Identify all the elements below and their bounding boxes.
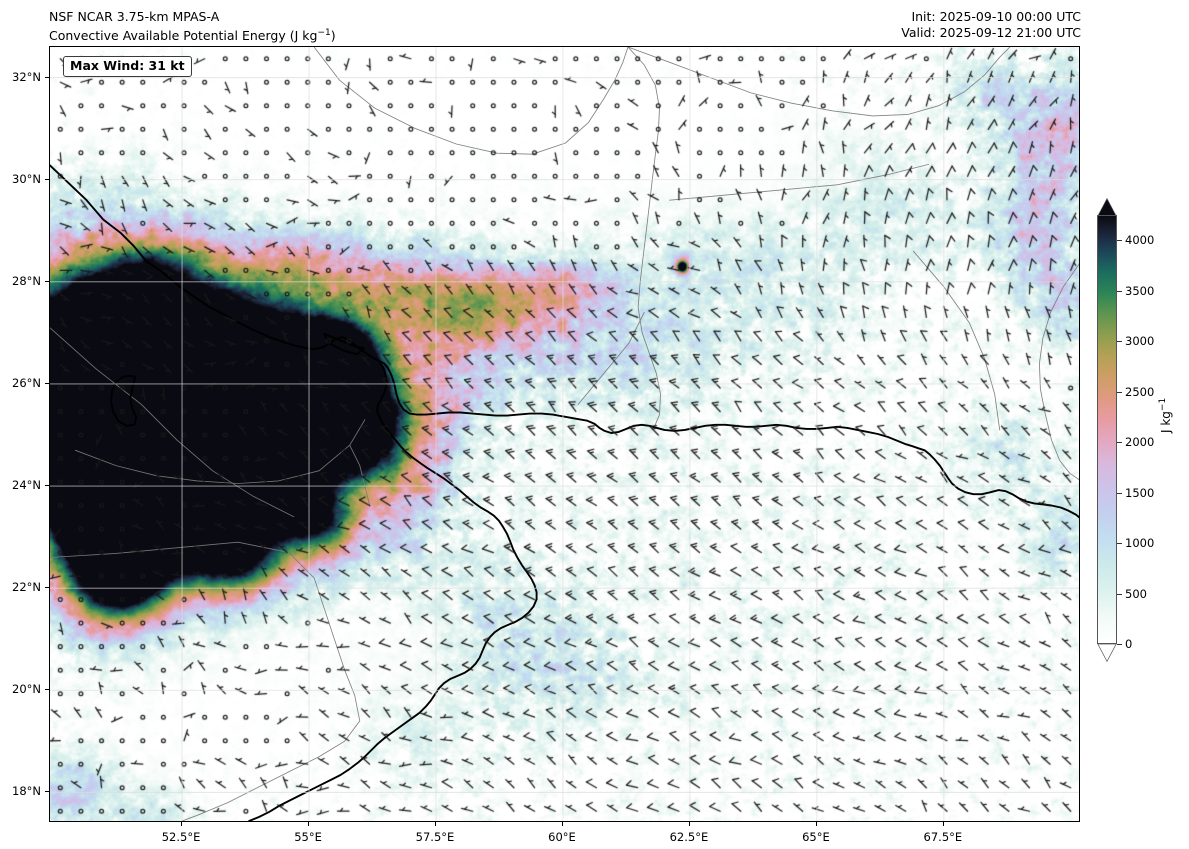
y-tick-label-6: 20°N bbox=[12, 682, 41, 697]
x-tick-mark-1 bbox=[308, 822, 310, 826]
colorbar-tick-6 bbox=[1117, 341, 1122, 343]
x-tick-mark-2 bbox=[434, 822, 436, 826]
x-tick-label-2: 57.5°E bbox=[415, 830, 455, 844]
x-tick-mark-6 bbox=[942, 822, 944, 826]
colorbar-tick-label-7: 3500 bbox=[1125, 283, 1155, 298]
colorbar-tick-7 bbox=[1117, 290, 1122, 292]
x-tick-label-6: 67.5°E bbox=[923, 830, 963, 844]
y-tick-label-3: 26°N bbox=[12, 375, 41, 390]
x-tick-mark-5 bbox=[815, 822, 817, 826]
colorbar-tick-5 bbox=[1117, 391, 1122, 393]
colorbar-extend-min-arrow bbox=[1097, 644, 1117, 662]
x-tick-label-0: 52.5°E bbox=[161, 830, 201, 844]
colorbar-tick-2 bbox=[1117, 543, 1122, 545]
colorbar-tick-label-5: 2500 bbox=[1125, 384, 1155, 399]
colorbar-tick-label-6: 3000 bbox=[1125, 334, 1155, 349]
map-plot-area bbox=[49, 46, 1080, 822]
colorbar-axis-label: J kg−1 bbox=[1158, 397, 1173, 433]
y-tick-label-4: 24°N bbox=[12, 478, 41, 493]
x-tick-label-4: 62.5°E bbox=[669, 830, 709, 844]
colorbar-tick-1 bbox=[1117, 593, 1122, 595]
colorbar-tick-label-3: 1500 bbox=[1125, 485, 1155, 500]
model-name: NSF NCAR 3.75-km MPAS-A bbox=[49, 9, 220, 24]
x-tick-mark-0 bbox=[181, 822, 183, 826]
x-tick-label-1: 55°E bbox=[294, 830, 322, 844]
colorbar-tick-label-2: 1000 bbox=[1125, 536, 1155, 551]
valid-time-label: Valid: 2025-09-12 21:00 UTC bbox=[901, 25, 1081, 40]
y-tick-label-5: 22°N bbox=[12, 580, 41, 595]
colorbar-tick-label-0: 0 bbox=[1125, 637, 1133, 651]
x-tick-label-5: 65°E bbox=[802, 830, 830, 844]
colorbar-tick-8 bbox=[1117, 240, 1122, 242]
colorbar-tick-0 bbox=[1117, 644, 1122, 645]
max-wind-annotation: Max Wind: 31 kt bbox=[63, 56, 192, 77]
figure-title-left: NSF NCAR 3.75-km MPAS-A Convective Avail… bbox=[49, 9, 336, 44]
colorbar-gradient bbox=[1097, 215, 1117, 644]
gridlines bbox=[50, 47, 1079, 821]
colorbar-tick-label-8: 4000 bbox=[1125, 233, 1155, 248]
y-tick-label-1: 30°N bbox=[12, 171, 41, 186]
y-tick-label-7: 18°N bbox=[12, 784, 41, 799]
field-name: Convective Available Potential Energy (J… bbox=[49, 28, 336, 44]
x-tick-mark-3 bbox=[561, 822, 563, 826]
wind-barb-overlay bbox=[50, 47, 1079, 821]
figure-title-right: Init: 2025-09-10 00:00 UTC Valid: 2025-0… bbox=[901, 9, 1081, 41]
colorbar: 0 500 1000 1500 2000 2500 3000 3500 4000 bbox=[1097, 198, 1154, 668]
colorbar-tick-4 bbox=[1117, 442, 1122, 444]
y-tick-label-2: 28°N bbox=[12, 273, 41, 288]
colorbar-tick-3 bbox=[1117, 492, 1122, 494]
init-time-label: Init: 2025-09-10 00:00 UTC bbox=[911, 9, 1081, 24]
colorbar-tick-label-4: 2000 bbox=[1125, 435, 1155, 450]
colorbar-tick-label-1: 500 bbox=[1125, 586, 1147, 601]
x-tick-mark-4 bbox=[688, 822, 690, 826]
x-tick-label-3: 60°E bbox=[548, 830, 576, 844]
colorbar-extend-max-arrow bbox=[1097, 198, 1117, 216]
y-tick-label-0: 32°N bbox=[12, 69, 41, 84]
